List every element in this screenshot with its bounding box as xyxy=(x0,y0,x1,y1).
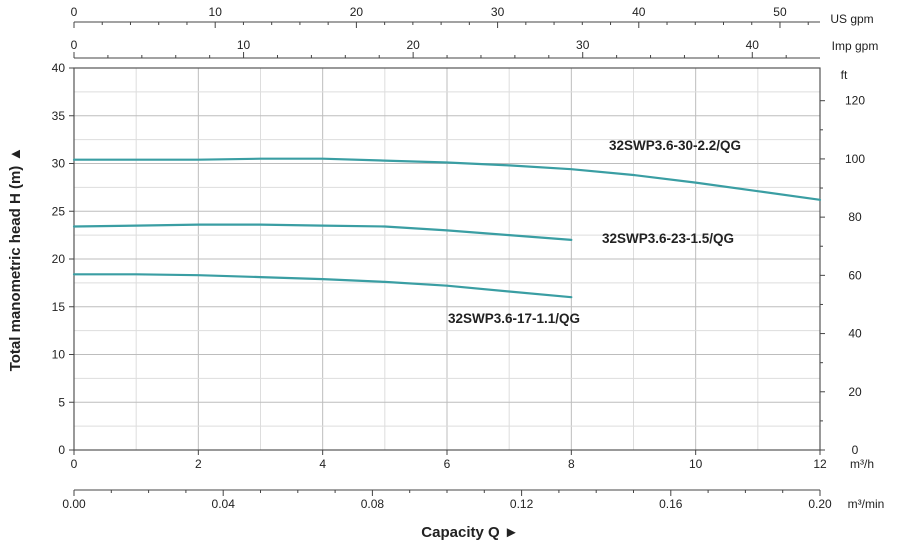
m3min-tick-label: 0.12 xyxy=(510,497,534,511)
y-tick-label: 0 xyxy=(58,443,65,457)
series-group xyxy=(72,157,822,299)
x-tick-label: 2 xyxy=(195,457,202,471)
imp-gpm-tick-label: 20 xyxy=(406,38,420,52)
series-line xyxy=(72,273,573,299)
ft-tick-label: 20 xyxy=(848,385,862,399)
x-tick-label: 12 xyxy=(813,457,827,471)
x-tick-label: 4 xyxy=(319,457,326,471)
x-tick-label: 0 xyxy=(71,457,78,471)
series-label: 32SWP3.6-17-1.1/QG xyxy=(448,311,580,326)
ft-tick-label: 40 xyxy=(848,327,862,341)
us-gpm-tick-label: 50 xyxy=(773,5,787,19)
ft-tick-label: 80 xyxy=(848,210,862,224)
m3min-tick-label: 0.20 xyxy=(808,497,832,511)
labels: Total manometric head H (m) ▲ Capacity Q… xyxy=(7,138,741,541)
y-tick-label: 20 xyxy=(52,252,66,266)
us-gpm-tick-label: 30 xyxy=(491,5,505,19)
m3min-tick-label: 0.16 xyxy=(659,497,683,511)
ft-tick-label: 60 xyxy=(848,268,862,282)
m3min-tick-label: 0.08 xyxy=(361,497,385,511)
y-tick-label: 35 xyxy=(52,109,66,123)
axes: 0 5 10 15 20 25 30 35 40 0 2 4 6 8 10 12 m³/h 0.00 0.04 0.0… xyxy=(52,5,885,511)
series-line xyxy=(72,223,573,241)
y-tick-label: 40 xyxy=(52,61,66,75)
series-label: 32SWP3.6-23-1.5/QG xyxy=(602,231,734,246)
y-tick-label: 25 xyxy=(52,204,66,218)
imp-gpm-tick-label: 40 xyxy=(746,38,760,52)
y-tick-label: 30 xyxy=(52,157,66,171)
ft-tick-label: 0 xyxy=(852,443,859,457)
x-unit-label: m³/h xyxy=(850,457,874,471)
series-line xyxy=(72,157,822,201)
imp-gpm-tick-label: 0 xyxy=(71,38,78,52)
us-gpm-unit-label: US gpm xyxy=(830,12,873,26)
y-tick-label: 10 xyxy=(52,348,66,362)
x-tick-label: 6 xyxy=(444,457,451,471)
ft-tick-label: 100 xyxy=(845,152,865,166)
imp-gpm-tick-label: 10 xyxy=(237,38,251,52)
x-tick-label: 10 xyxy=(689,457,703,471)
us-gpm-tick-label: 0 xyxy=(71,5,78,19)
series-label: 32SWP3.6-30-2.2/QG xyxy=(609,138,741,153)
y-tick-label: 15 xyxy=(52,300,66,314)
x-axis-title: Capacity Q ► xyxy=(421,524,518,541)
grid xyxy=(74,68,820,450)
m3min-tick-label: 0.00 xyxy=(62,497,86,511)
y-axis-title: Total manometric head H (m) ▲ xyxy=(7,147,24,372)
m3min-tick-label: 0.04 xyxy=(212,497,236,511)
imp-gpm-tick-label: 30 xyxy=(576,38,590,52)
ft-tick-label: 120 xyxy=(845,94,865,108)
us-gpm-tick-label: 40 xyxy=(632,5,646,19)
ft-unit-label: ft xyxy=(841,68,848,82)
us-gpm-tick-label: 20 xyxy=(350,5,364,19)
x-tick-label: 8 xyxy=(568,457,575,471)
y-tick-label: 5 xyxy=(58,395,65,409)
imp-gpm-unit-label: Imp gpm xyxy=(832,39,879,53)
us-gpm-tick-label: 10 xyxy=(209,5,223,19)
m3min-unit-label: m³/min xyxy=(848,497,885,511)
